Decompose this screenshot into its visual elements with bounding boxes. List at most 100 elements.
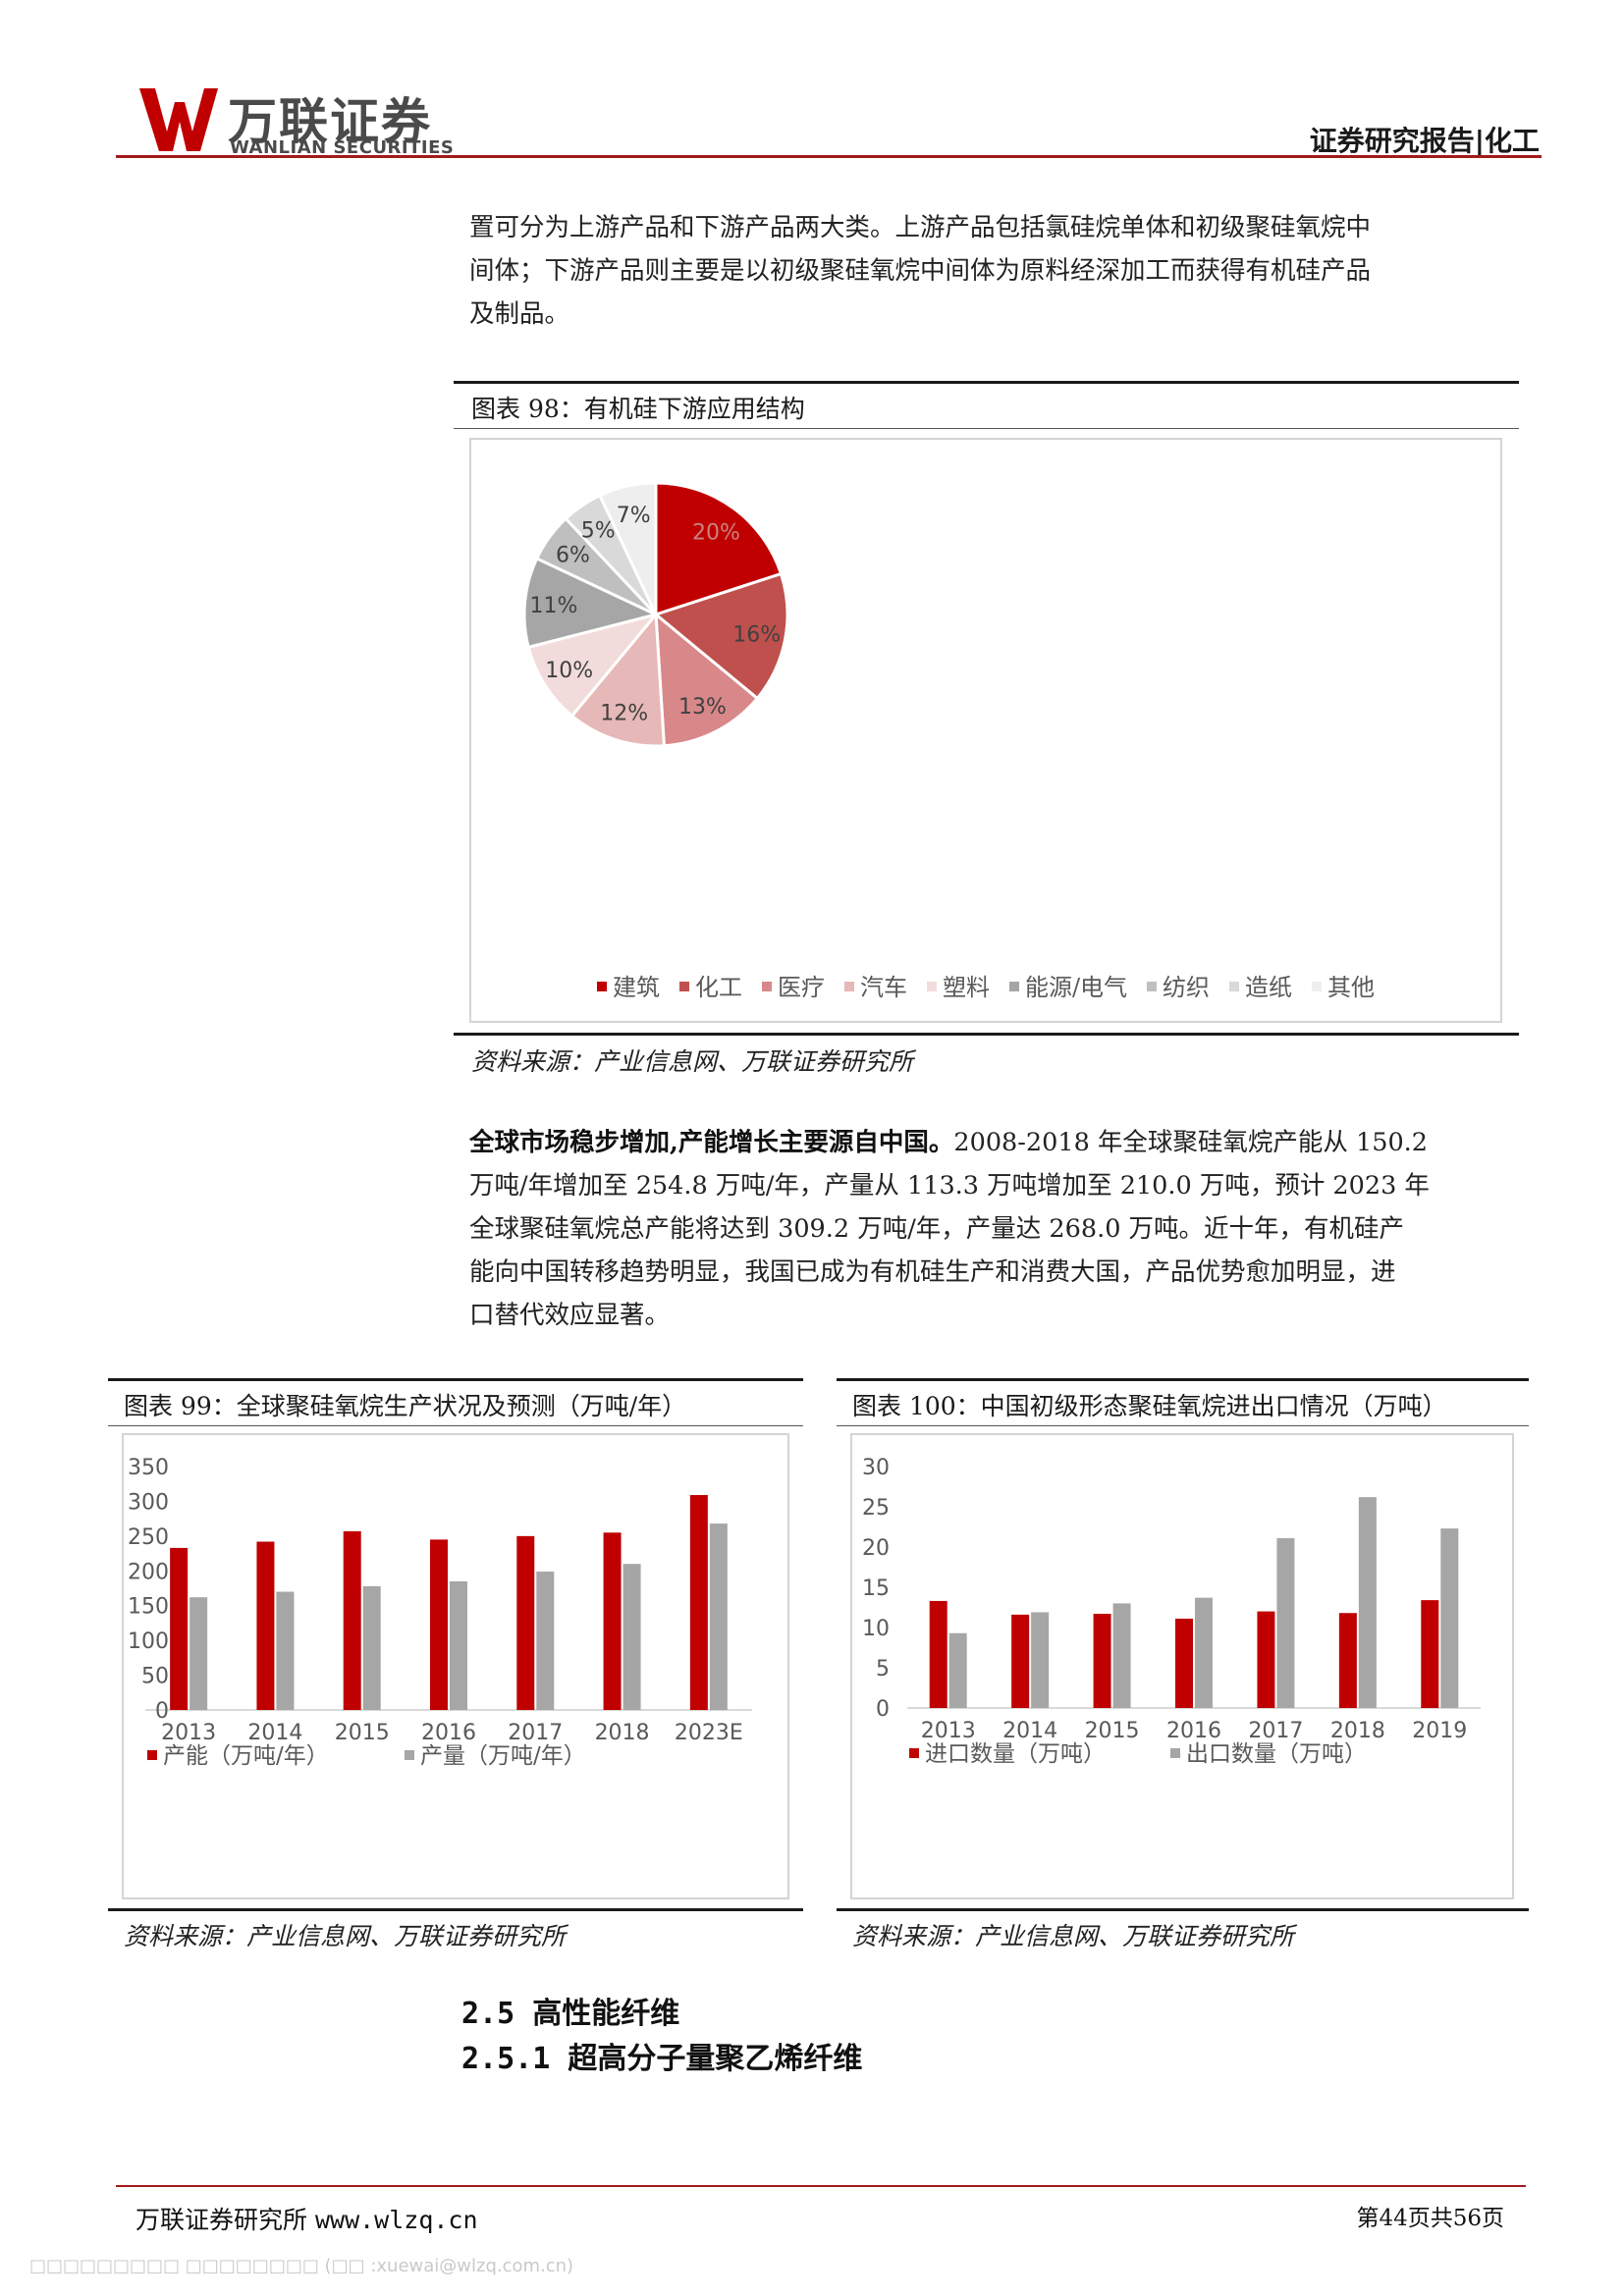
y-tick-label: 5	[876, 1657, 890, 1682]
pie-slice-6	[522, 556, 661, 650]
bar-series1	[1093, 1614, 1111, 1708]
bar-series1	[170, 1547, 189, 1710]
report-category: 证券研究报告|化工	[1309, 125, 1540, 157]
logo-text: 万联证券	[228, 93, 432, 150]
bar-series2	[1276, 1537, 1295, 1708]
bar-series1	[1257, 1611, 1275, 1708]
bar-series2	[276, 1591, 295, 1710]
legend-item: 建筑	[596, 968, 660, 1002]
y-tick-label: 200	[128, 1560, 169, 1584]
bar-series2	[709, 1523, 728, 1710]
bar-series2	[189, 1597, 208, 1710]
bar-series1	[603, 1532, 622, 1710]
bar-series2	[1440, 1528, 1459, 1708]
figure-source: 资料来源：产业信息网、万联证券研究所	[471, 1047, 914, 1076]
pie-data-label: 20%	[692, 520, 740, 545]
production-bar-chart: 0 50 100 150 200 250 300 350 2013 2014 2015 2016 201…	[128, 1456, 752, 1769]
logo-mark	[139, 88, 218, 151]
bar-series2	[623, 1564, 641, 1710]
x-tick-label: 2015	[1085, 1719, 1140, 1743]
legend-swatch	[1312, 981, 1323, 991]
legend-label: 出口数量（万吨）	[1186, 1741, 1367, 1767]
paragraph-line: 全球市场稳步增加,产能增长主要源自中国。2008-2018 年全球聚硅氧烷产能从…	[469, 1121, 1430, 1164]
legend-label: 产能（万吨/年）	[163, 1743, 329, 1769]
pie-data-label: 7%	[617, 504, 651, 528]
subsection-heading: 2.5.1 超高分子量聚乙烯纤维	[461, 2042, 863, 2076]
y-tick-label: 30	[862, 1456, 890, 1480]
legend-swatch	[761, 981, 772, 991]
bar-series2	[1358, 1497, 1377, 1708]
legend-item: 造纸	[1229, 968, 1292, 1002]
legend-label: 建筑	[612, 974, 660, 1001]
pie-data-label: 16%	[732, 623, 781, 648]
legend-swatch	[1147, 981, 1158, 991]
x-tick-label: 2013	[921, 1719, 976, 1743]
y-tick-label: 300	[128, 1490, 169, 1515]
legend-swatch	[926, 981, 937, 991]
figure-bottom-rule	[108, 1908, 803, 1911]
x-tick-label: 2013	[161, 1721, 216, 1745]
bar-series2	[1031, 1612, 1050, 1708]
legend-swatch	[1229, 981, 1240, 991]
bar-series2	[362, 1585, 381, 1710]
bar-series2	[536, 1571, 555, 1710]
figure-source: 资料来源：产业信息网、万联证券研究所	[124, 1922, 567, 1950]
x-tick-label: 2023E	[675, 1721, 743, 1745]
legend-swatch	[1008, 981, 1019, 991]
legend-swatch	[147, 1750, 157, 1760]
legend-label: 能源/电气	[1024, 974, 1128, 1001]
bar-series1	[430, 1539, 448, 1710]
pie-chart: 20% 16% 13% 12% 10% 11% 6%5%7%	[522, 481, 789, 748]
paragraph-text: 2008-2018 年全球聚硅氧烷产能从 150.2	[953, 1128, 1429, 1157]
legend-item: 汽车	[843, 968, 907, 1002]
bar-series1	[343, 1530, 361, 1710]
figure-title: 图表 98：有机硅下游应用结构	[471, 395, 805, 423]
footer-website-link[interactable]: www.wlzq.cn	[314, 2206, 478, 2234]
figure-title-rule	[837, 1425, 1529, 1426]
bar-series2	[1112, 1603, 1131, 1708]
pie-slice-2	[652, 571, 789, 701]
footer-divider	[116, 2185, 1526, 2187]
legend-label: 进口数量（万吨）	[925, 1741, 1106, 1767]
watermark-text: □□□□□□□□□ □□□□□□□□ (□□ :xuewai@wlzq.com.…	[29, 2256, 574, 2276]
legend-label: 塑料	[942, 974, 990, 1001]
x-tick-label: 2017	[1248, 1719, 1303, 1743]
legend-label: 化工	[694, 974, 742, 1001]
y-tick-label: 0	[155, 1699, 169, 1724]
body-paragraph: 全球市场稳步增加,产能增长主要源自中国。2008-2018 年全球聚硅氧烷产能从…	[469, 1121, 1430, 1337]
paragraph-line: 能向中国转移趋势明显，我国已成为有机硅生产和消费大国，产品优势愈加明显，进	[469, 1257, 1396, 1287]
legend-item: 化工	[678, 968, 742, 1002]
pie-chart-frame: 20% 16% 13% 12% 10% 11% 6% 5% 7% 建筑 化工 医疗 汽车 塑料 能源/电气…	[469, 438, 1502, 1023]
y-tick-label: 150	[128, 1595, 169, 1620]
legend-label: 医疗	[777, 974, 825, 1001]
pie-slice-3	[654, 611, 760, 748]
x-tick-label: 2016	[1166, 1719, 1221, 1743]
legend-label: 造纸	[1245, 974, 1293, 1001]
paragraph-line: 及制品。	[469, 299, 570, 329]
pie-data-label: 13%	[678, 695, 727, 720]
y-tick-label: 50	[141, 1665, 169, 1689]
figure-bottom-rule	[837, 1908, 1529, 1911]
paragraph-line: 口替代效应显著。	[469, 1301, 671, 1330]
y-tick-label: 100	[128, 1629, 169, 1654]
figure-title-rule	[108, 1425, 803, 1426]
legend-item: 医疗	[761, 968, 825, 1002]
pie-slice-4	[569, 611, 667, 748]
legend-label: 纺织	[1163, 974, 1211, 1001]
legend-swatch	[678, 981, 689, 991]
legend-swatch	[596, 981, 607, 991]
figure-bottom-rule	[454, 1033, 1519, 1036]
y-tick-label: 15	[862, 1576, 890, 1601]
bar-series1	[516, 1535, 535, 1710]
legend-label: 汽车	[859, 974, 907, 1001]
paragraph-line: 万吨/年增加至 254.8 万吨/年，产量从 113.3 万吨增加至 210.0…	[469, 1171, 1430, 1201]
figure-top-rule	[108, 1378, 803, 1381]
bar-series1	[689, 1495, 708, 1710]
pie-data-label: 10%	[545, 659, 593, 683]
pie-data-label: 5%	[581, 519, 616, 544]
legend-label: 产量（万吨/年）	[420, 1743, 586, 1769]
pie-slice-9	[597, 481, 658, 615]
pie-slice-1	[654, 481, 784, 617]
x-tick-label: 2019	[1412, 1719, 1467, 1743]
section-heading: 2.5 高性能纤维	[461, 1997, 680, 2031]
